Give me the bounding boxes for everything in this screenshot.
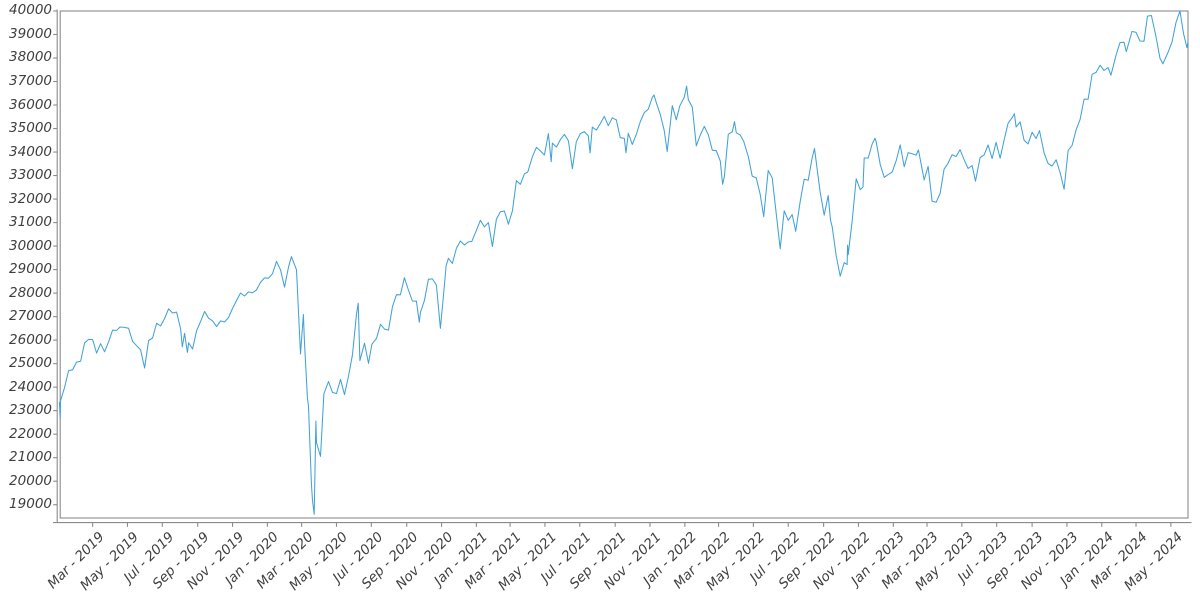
y-tick-label: 32000 xyxy=(9,190,52,207)
y-tick-label: 40000 xyxy=(9,2,52,19)
y-tick-label: 29000 xyxy=(9,261,52,278)
y-tick-label: 24000 xyxy=(9,378,52,395)
y-tick-label: 31000 xyxy=(9,214,52,231)
y-tick-label: 23000 xyxy=(9,402,52,419)
y-tick-label: 33000 xyxy=(9,167,52,184)
y-tick-label: 37000 xyxy=(9,73,52,89)
y-tick-label: 36000 xyxy=(9,96,52,113)
y-tick-label: 26000 xyxy=(9,331,52,348)
y-tick-label: 30000 xyxy=(9,237,52,254)
price-line xyxy=(58,10,1189,515)
y-tick-label: 22000 xyxy=(9,425,52,442)
y-tick-label: 25000 xyxy=(9,355,52,372)
y-tick-label: 19000 xyxy=(9,496,52,513)
plot-frame xyxy=(59,10,1189,519)
y-tick-label: 38000 xyxy=(9,49,52,66)
y-tick-label: 28000 xyxy=(9,284,52,301)
y-tick-label: 27000 xyxy=(9,308,52,325)
y-tick-label: 34000 xyxy=(9,143,52,160)
y-tick-label: 21000 xyxy=(9,449,52,466)
y-tick-label: 20000 xyxy=(9,472,52,489)
y-tick-label: 39000 xyxy=(9,25,52,42)
y-tick-label: 35000 xyxy=(9,120,52,137)
